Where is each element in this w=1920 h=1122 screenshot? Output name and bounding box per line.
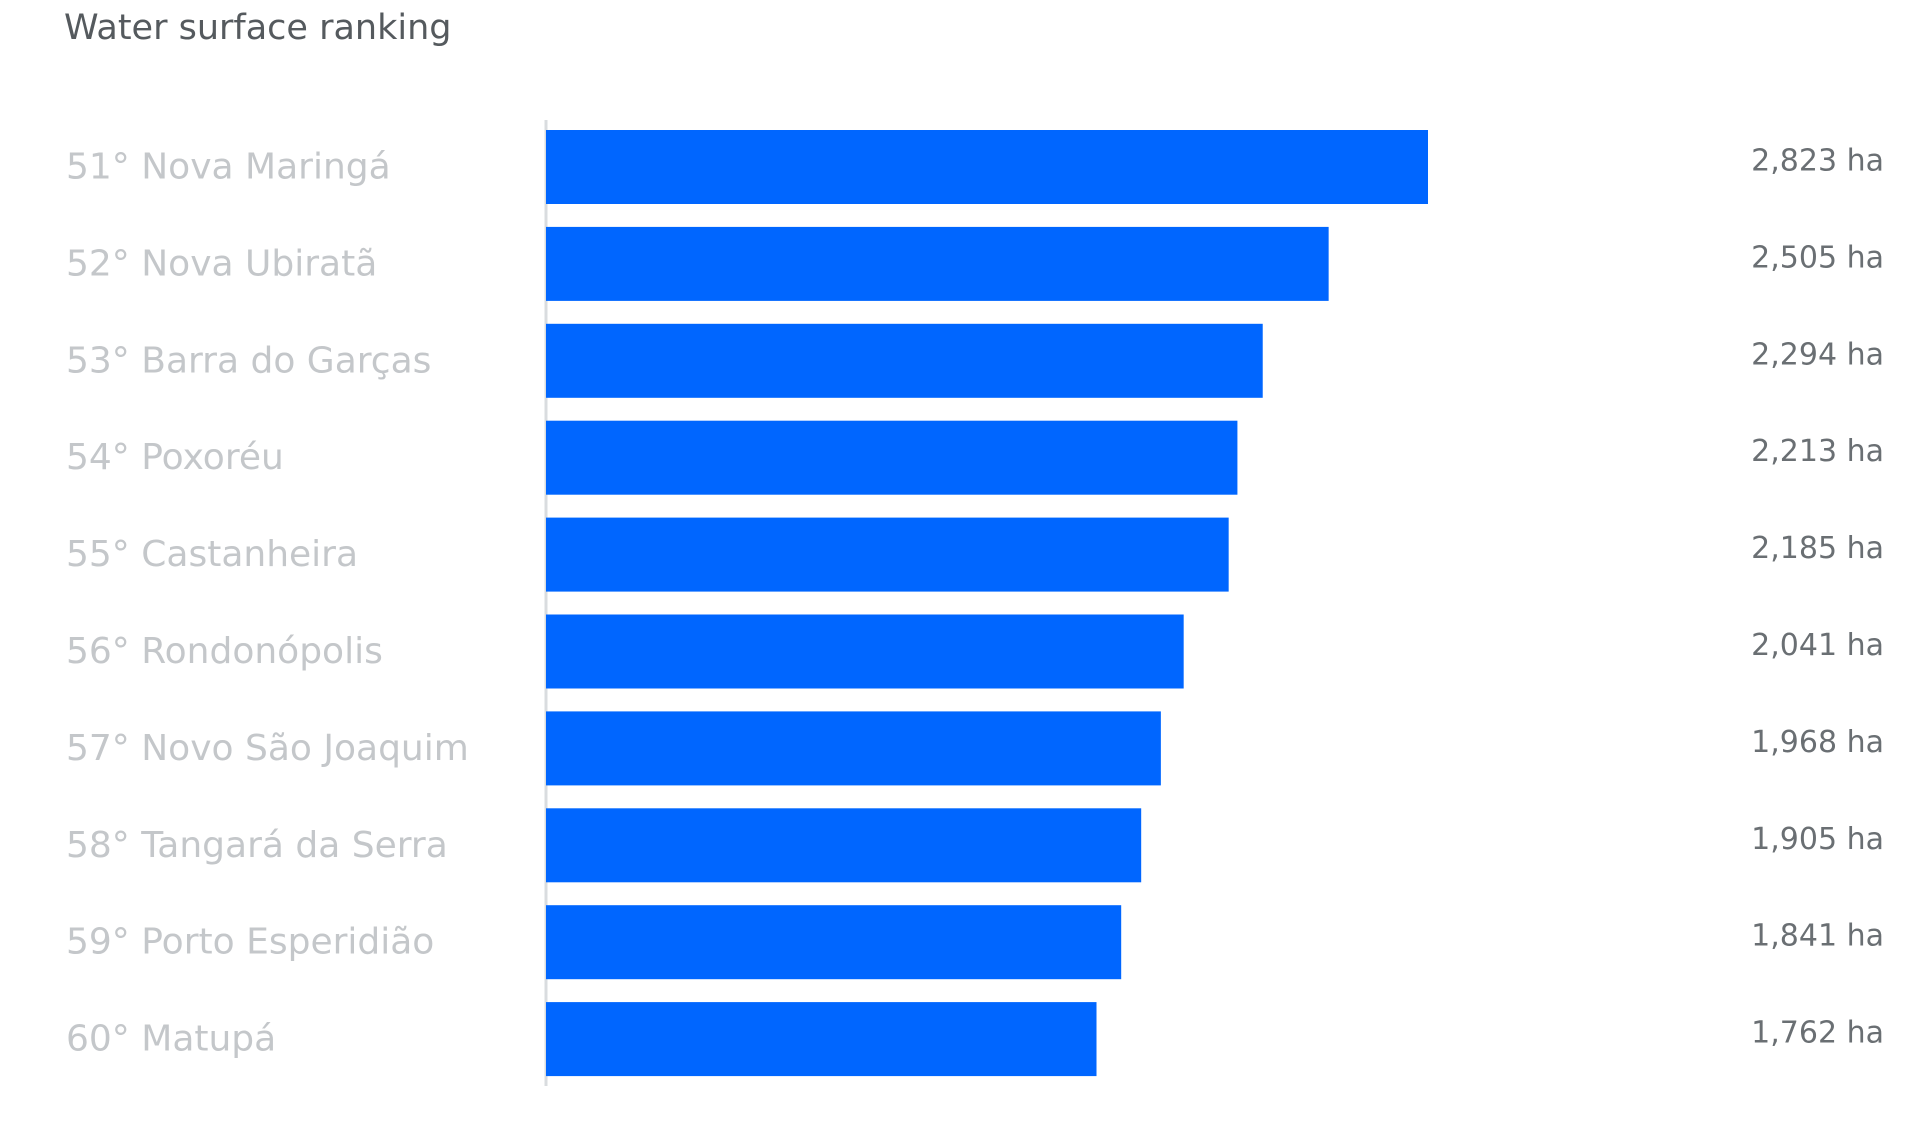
category-label: 53° Barra do Garças: [66, 340, 431, 381]
category-label: 57° Novo São Joaquim: [66, 728, 469, 769]
bar: [546, 1002, 1097, 1077]
value-label: 1,762 ha: [1751, 1016, 1884, 1051]
bar: [546, 905, 1122, 980]
category-label: 55° Castanheira: [66, 534, 358, 575]
bar: [546, 323, 1263, 398]
value-label: 1,841 ha: [1751, 919, 1884, 954]
bar: [546, 517, 1229, 592]
bar: [546, 808, 1142, 883]
value-label: 2,213 ha: [1751, 434, 1884, 469]
value-label: 1,968 ha: [1751, 725, 1884, 760]
category-label: 59° Porto Esperidião: [66, 922, 434, 963]
value-labels: 2,823 ha 2,505 ha 2,294 ha 2,213 ha 2,185 ha…: [1751, 144, 1884, 1051]
bar: [546, 130, 1428, 204]
value-label: 2,823 ha: [1751, 144, 1884, 179]
chart-title: Water surface ranking: [64, 8, 452, 48]
category-labels: 51° Nova Maringá 52° Nova Ubiratã 53° Barr…: [66, 147, 469, 1060]
bar: [546, 420, 1238, 495]
value-label: 2,505 ha: [1751, 240, 1884, 275]
bar: [546, 614, 1184, 689]
category-label: 56° Rondonópolis: [66, 631, 383, 672]
bar: [546, 226, 1329, 301]
bar: [546, 711, 1161, 786]
value-label: 2,185 ha: [1751, 531, 1884, 566]
category-label: 52° Nova Ubiratã: [66, 243, 377, 284]
value-label: 2,294 ha: [1751, 337, 1884, 372]
value-label: 2,041 ha: [1751, 628, 1884, 663]
bars-layer: [546, 130, 1428, 1077]
category-label: 54° Poxoréu: [66, 437, 284, 478]
category-label: 58° Tangará da Serra: [66, 825, 448, 866]
category-label: 51° Nova Maringá: [66, 147, 391, 188]
category-label: 60° Matupá: [66, 1019, 276, 1060]
value-label: 1,905 ha: [1751, 822, 1884, 857]
